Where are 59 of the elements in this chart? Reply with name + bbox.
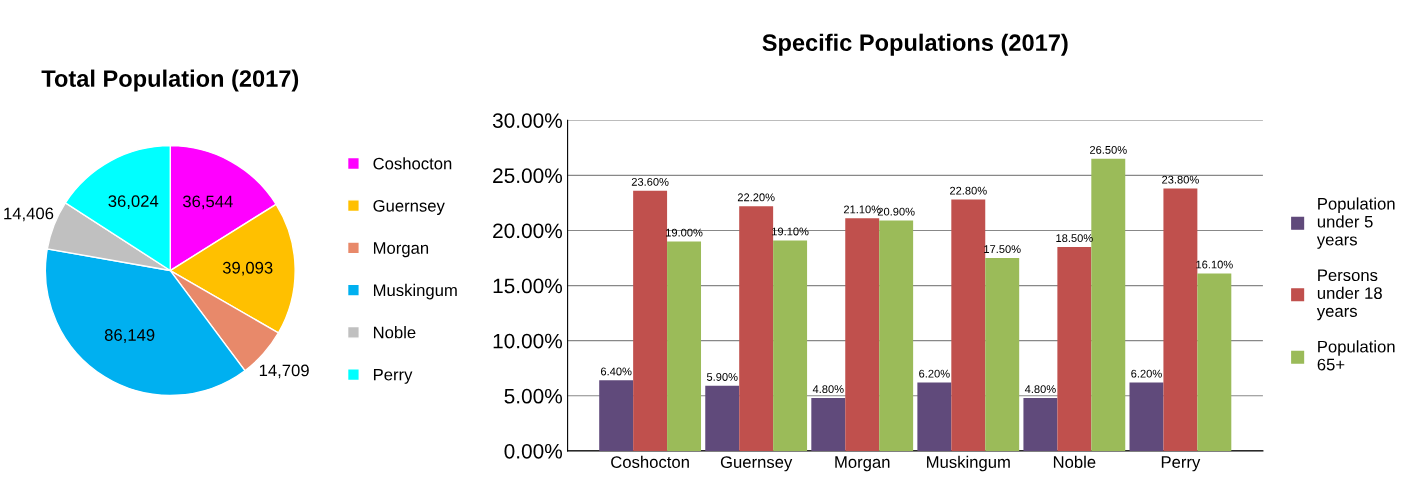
y-tick-label: 15.00% — [493, 278, 562, 294]
bar — [739, 206, 774, 451]
bar — [773, 240, 808, 451]
data-label: 6.20% — [919, 369, 950, 378]
legend-label: Guernsey — [373, 199, 445, 215]
data-label: 22.80% — [950, 186, 987, 195]
bar — [705, 385, 740, 451]
data-label: 39,093 — [222, 261, 273, 276]
y-tick-label: 5.00% — [504, 388, 562, 404]
y-tick-label: 10.00% — [493, 333, 562, 349]
data-label: 36,024 — [108, 195, 159, 209]
bar — [1057, 246, 1092, 451]
data-label: 5.90% — [706, 373, 738, 381]
legend-label: Morgan — [373, 242, 429, 258]
x-tick-label: Muskingum — [927, 455, 1010, 472]
data-label: 23.80% — [1162, 175, 1199, 184]
y-tick-label: 20.00% — [493, 223, 562, 239]
chart-title: Total Population (2017) — [41, 69, 299, 92]
bar — [667, 241, 702, 451]
bar — [1023, 397, 1058, 451]
chart-title: Specific Populations (2017) — [762, 33, 1068, 56]
data-label: 6.20% — [1131, 369, 1162, 378]
legend-label: Coshocton — [373, 157, 452, 170]
legend-label: Noble — [373, 326, 416, 339]
data-label: 4.80% — [1024, 385, 1056, 394]
bar — [879, 220, 914, 451]
legend-label: Muskingum — [373, 283, 457, 300]
y-tick-label: 0.00% — [504, 443, 562, 459]
x-tick-label: Guernsey — [720, 456, 793, 472]
data-label: 4.80% — [812, 385, 844, 394]
data-label: 23.60% — [631, 177, 669, 186]
data-label: 86,149 — [104, 329, 155, 343]
x-tick-label: Coshocton — [611, 455, 689, 468]
legend-label: Persons under 18 years — [1316, 269, 1382, 321]
bar — [951, 199, 986, 451]
x-tick-label: Perry — [1161, 456, 1201, 472]
x-tick-label: Noble — [1053, 455, 1096, 468]
y-tick-label: 25.00% — [493, 168, 562, 184]
y-tick-label: 30.00% — [492, 113, 562, 128]
bar — [811, 397, 846, 451]
data-label: 14,406 — [4, 207, 54, 222]
bar — [599, 380, 634, 451]
x-tick-label: Morgan — [835, 456, 890, 472]
bar — [1163, 188, 1198, 451]
bar — [985, 258, 1020, 451]
data-label: 14,709 — [259, 364, 309, 379]
data-label: 22.20% — [737, 193, 775, 202]
legend-label: Population under 5 years — [1316, 197, 1395, 249]
bar — [1129, 382, 1164, 451]
bar — [1197, 273, 1232, 451]
bar — [917, 382, 952, 451]
bar — [845, 218, 880, 451]
data-label: 26.50% — [1090, 145, 1127, 154]
legend-label: Perry — [373, 368, 413, 384]
legend-label: Population 65+ — [1317, 340, 1395, 371]
data-label: 6.40% — [600, 367, 632, 376]
bar — [633, 190, 668, 451]
bar — [1091, 158, 1126, 451]
data-label: 36,544 — [182, 195, 233, 210]
